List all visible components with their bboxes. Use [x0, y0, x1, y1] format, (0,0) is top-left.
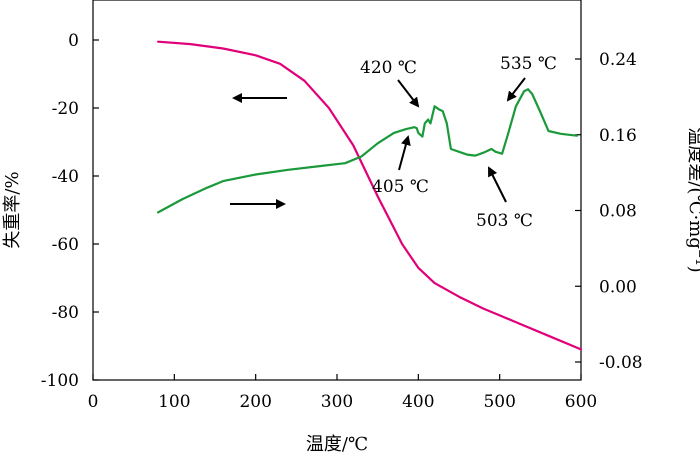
left-y-tick-label: -100 — [41, 371, 79, 391]
right-y-axis-ticks: 0.24 0.16 0.08 0.00 -0.08 — [575, 50, 643, 373]
left-y-tick-label: 0 — [68, 31, 79, 51]
left-y-tick-label: -40 — [52, 167, 79, 187]
series-group — [157, 40, 583, 351]
x-tick-label: 300 — [321, 392, 353, 412]
x-tick-label: 0 — [88, 392, 99, 412]
annotation-503: 503 ℃ — [476, 211, 533, 231]
x-tick-label: 400 — [402, 392, 434, 412]
left-y-tick-label: -20 — [52, 99, 79, 119]
x-tick-label: 600 — [565, 392, 597, 412]
x-tick-label: 500 — [483, 392, 515, 412]
annotation-405: 405 ℃ — [372, 177, 429, 197]
left-y-axis-ticks: 0 -20 -40 -60 -80 -100 — [41, 31, 99, 391]
x-tick-label: 100 — [158, 392, 190, 412]
right-y-axis-title: 温度差/(℃·mg⁻¹) — [685, 127, 700, 272]
right-y-tick-label: 0.08 — [599, 202, 637, 222]
annotation-503-arrow — [488, 166, 507, 203]
right-y-tick-label: 0.00 — [599, 277, 637, 297]
left-y-axis-title: 失重率/% — [2, 171, 23, 248]
annotation-420: 420 ℃ — [360, 58, 417, 78]
left-y-tick-label: -80 — [52, 303, 79, 323]
x-axis-ticks: 0 100 200 300 400 500 600 — [88, 374, 597, 412]
dta-temperature-diff-line — [157, 88, 579, 214]
right-y-tick-label: 0.16 — [599, 126, 637, 146]
x-axis-title: 温度/℃ — [306, 434, 368, 455]
right-y-tick-label: 0.24 — [599, 50, 637, 70]
left-y-tick-label: -60 — [52, 235, 79, 255]
annotation-420-arrow — [397, 79, 420, 108]
tg-weight-loss-line — [157, 40, 583, 351]
annotation-535-arrow — [506, 77, 526, 102]
x-tick-label: 200 — [239, 392, 271, 412]
annotation-535: 535 ℃ — [500, 54, 557, 74]
annotation-405-arrow — [398, 135, 411, 171]
right-y-tick-label: -0.08 — [599, 353, 643, 373]
